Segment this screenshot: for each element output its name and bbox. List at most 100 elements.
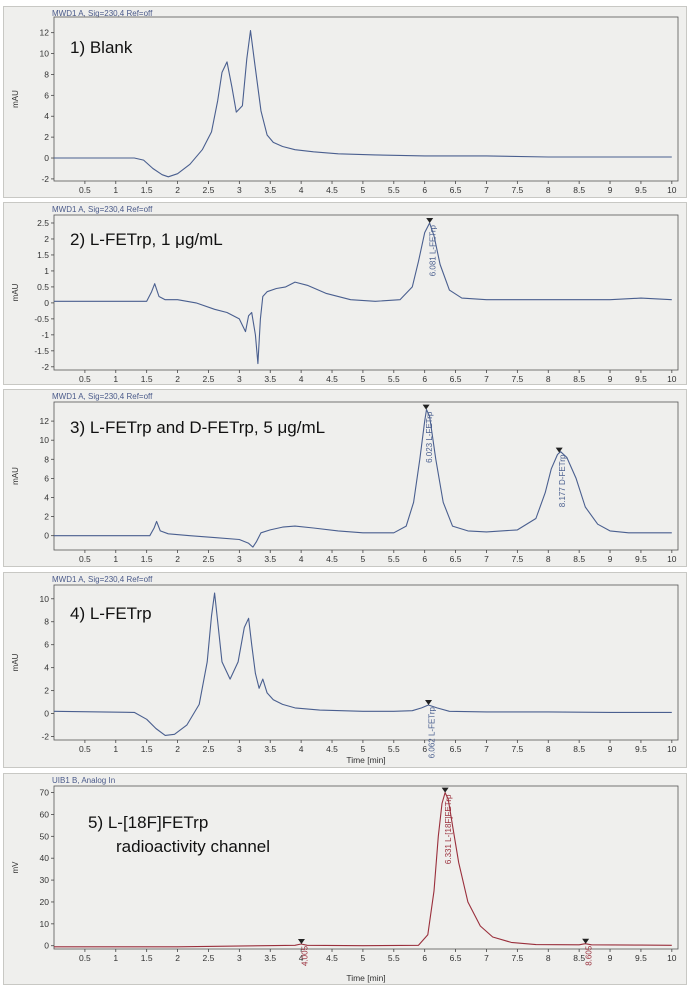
chart-1-ytick-label: -2 — [41, 174, 49, 184]
chart-3-peak-label: 6.023 L-FETrp — [425, 411, 434, 463]
chart-1-xtick-label: 8.5 — [573, 185, 585, 195]
chart-3-xtick-label: 6 — [422, 554, 427, 564]
chart-5-peak-label: 4.005 — [300, 945, 309, 966]
chart-1-ytick-label: 4 — [44, 111, 49, 121]
chart-2-xtick-label: 1.5 — [141, 374, 153, 384]
chart-2-xtick-label: 6.5 — [450, 374, 462, 384]
chart-3-xtick-label: 1 — [113, 554, 118, 564]
chart-5-xlabel: Time [min] — [346, 973, 385, 983]
chart-3-plot-frame — [53, 401, 679, 551]
chart-4-xtick-label: 10 — [667, 744, 677, 754]
chart-2-xtick-label: 9 — [608, 374, 613, 384]
chart-4-xtick-label: 9 — [608, 744, 613, 754]
chart-5-ytick-label: 10 — [40, 919, 50, 929]
chart-5-xtick-label: 6.5 — [450, 953, 462, 963]
chart-1-xtick-label: 9 — [608, 185, 613, 195]
chart-2-header: MWD1 A, Sig=230,4 Ref=off — [52, 205, 153, 214]
chart-5-ytick-label: 50 — [40, 831, 50, 841]
chart-4-series-line — [53, 592, 672, 736]
chart-1-xtick-label: 6.5 — [450, 185, 462, 195]
chart-5-ytick-label: 40 — [40, 853, 50, 863]
chart-5-xtick-label: 2 — [175, 953, 180, 963]
chart-4-xtick-label: 3.5 — [264, 744, 276, 754]
chart-4-ytick-label: -2 — [41, 732, 49, 742]
chart-1-ytick-label: 12 — [40, 28, 50, 38]
chart-5-peak-label: 8.605 — [585, 945, 594, 966]
chart-3-xtick-label: 10 — [667, 554, 677, 564]
chart-2-xtick-label: 1 — [113, 374, 118, 384]
chart-5-title-line2: radioactivity channel — [116, 837, 270, 856]
chart-2-xtick-label: 7.5 — [511, 374, 523, 384]
chart-3-xtick-label: 6.5 — [450, 554, 462, 564]
chart-2-ytick-label: 0.5 — [37, 282, 49, 292]
chart-5-series-line — [54, 792, 672, 948]
chart-3-ytick-label: 4 — [44, 492, 49, 502]
chart-1-xtick-label: 10 — [667, 185, 677, 195]
chart-1-ytick-label: 8 — [44, 69, 49, 79]
chart-4-xtick-label: 6 — [422, 744, 427, 754]
chart-3-peak-label: 8.177 D-FETrp — [558, 454, 567, 507]
chromatogram-3-svg: MWD1 A, Sig=230,4 Ref=off 0 2 4 6 8 10 12 0.5 1 1.… — [11, 392, 679, 564]
chart-4-header: MWD1 A, Sig=230,4 Ref=off — [52, 575, 153, 584]
chart-1-ytick-label: 2 — [44, 132, 49, 142]
chart-4-peak-marker — [425, 699, 433, 705]
chart-1-ytick-label: 10 — [40, 49, 50, 59]
chart-5-ytick-label: 70 — [40, 788, 50, 798]
chart-5-xtick-label: 8 — [546, 953, 551, 963]
chart-3-ytick-label: 2 — [44, 512, 49, 522]
chart-5-plot-frame — [53, 785, 679, 950]
chart-2-xtick-label: 2 — [175, 374, 180, 384]
chart-3-xtick-label: 9 — [608, 554, 613, 564]
chart-4-xlabel: Time [min] — [346, 755, 385, 765]
chart-5-peak-marker — [297, 938, 305, 944]
chart-4-xtick-label: 3 — [237, 744, 242, 754]
chart-5-xtick-label: 9 — [608, 953, 613, 963]
chart-2-ytick-label: 1 — [44, 266, 49, 276]
chart-2-xtick-label: 8 — [546, 374, 551, 384]
chart-2-xtick-label: 5.5 — [388, 374, 400, 384]
chart-2-ylabel: mAU — [11, 283, 20, 301]
chart-3-xtick-label: 7 — [484, 554, 489, 564]
chart-5-xtick-label: 5.5 — [388, 953, 400, 963]
chromatogram-panel-4: MWD1 A, Sig=230,4 Ref=off -2 0 2 4 6 8 10 0.5 1 1.… — [3, 572, 687, 768]
chart-3-xtick-label: 9.5 — [635, 554, 647, 564]
chart-2-title: 2) L-FETrp, 1 μg/mL — [70, 230, 223, 249]
chart-1-plot-frame — [53, 16, 679, 182]
chart-4-xtick-label: 2 — [175, 744, 180, 754]
chart-1-ytick-label: 6 — [44, 90, 49, 100]
chart-3-xtick-label: 2 — [175, 554, 180, 564]
chart-1-header: MWD1 A, Sig=230,4 Ref=off — [52, 9, 153, 18]
chart-5-ytick-label: 0 — [44, 941, 49, 951]
chart-2-peak-label: 6.081 L-FETrp — [429, 224, 438, 276]
chart-3-ytick-label: 12 — [40, 416, 50, 426]
chart-3-xtick-label: 0.5 — [79, 554, 91, 564]
chart-1-xtick-label: 9.5 — [635, 185, 647, 195]
chart-1-xtick-label: 1 — [113, 185, 118, 195]
chart-4-xtick-label: 8.5 — [573, 744, 585, 754]
chart-4-xtick-label: 6.5 — [450, 744, 462, 754]
chart-2-xtick-label: 9.5 — [635, 374, 647, 384]
chromatogram-panel-5: UIB1 B, Analog In 0 10 20 30 40 50 60 70 0.5 1 1.5 2… — [3, 773, 687, 985]
chromatogram-panel-3: MWD1 A, Sig=230,4 Ref=off 0 2 4 6 8 10 12 0.5 1 1.… — [3, 389, 687, 567]
chart-3-xtick-label: 3 — [237, 554, 242, 564]
chart-3-ytick-label: 6 — [44, 473, 49, 483]
chart-4-ytick-label: 8 — [44, 617, 49, 627]
chart-2-xtick-label: 5 — [361, 374, 366, 384]
chart-2-plot-frame — [53, 214, 679, 371]
chart-1-xtick-label: 4.5 — [326, 185, 338, 195]
chart-5-ylabel: mV — [11, 861, 20, 874]
chart-4-xtick-label: 4.5 — [326, 744, 338, 754]
chart-5-xtick-label: 1.5 — [141, 953, 153, 963]
chart-5-xtick-label: 10 — [667, 953, 677, 963]
chart-1-xtick-label: 3 — [237, 185, 242, 195]
chart-4-ylabel: mAU — [11, 653, 20, 671]
chart-2-peak-marker — [426, 217, 434, 223]
chart-3-ytick-label: 0 — [44, 531, 49, 541]
chromatogram-panel-1: MWD1 A, Sig=230,4 Ref=off -2 0 2 4 6 8 10 12 0.5 1… — [3, 6, 687, 198]
chart-5-xtick-label: 6 — [422, 953, 427, 963]
chart-3-xtick-label: 2.5 — [203, 554, 215, 564]
chart-4-xtick-label: 7.5 — [511, 744, 523, 754]
chart-1-xtick-label: 8 — [546, 185, 551, 195]
chart-2-xtick-label: 2.5 — [203, 374, 215, 384]
